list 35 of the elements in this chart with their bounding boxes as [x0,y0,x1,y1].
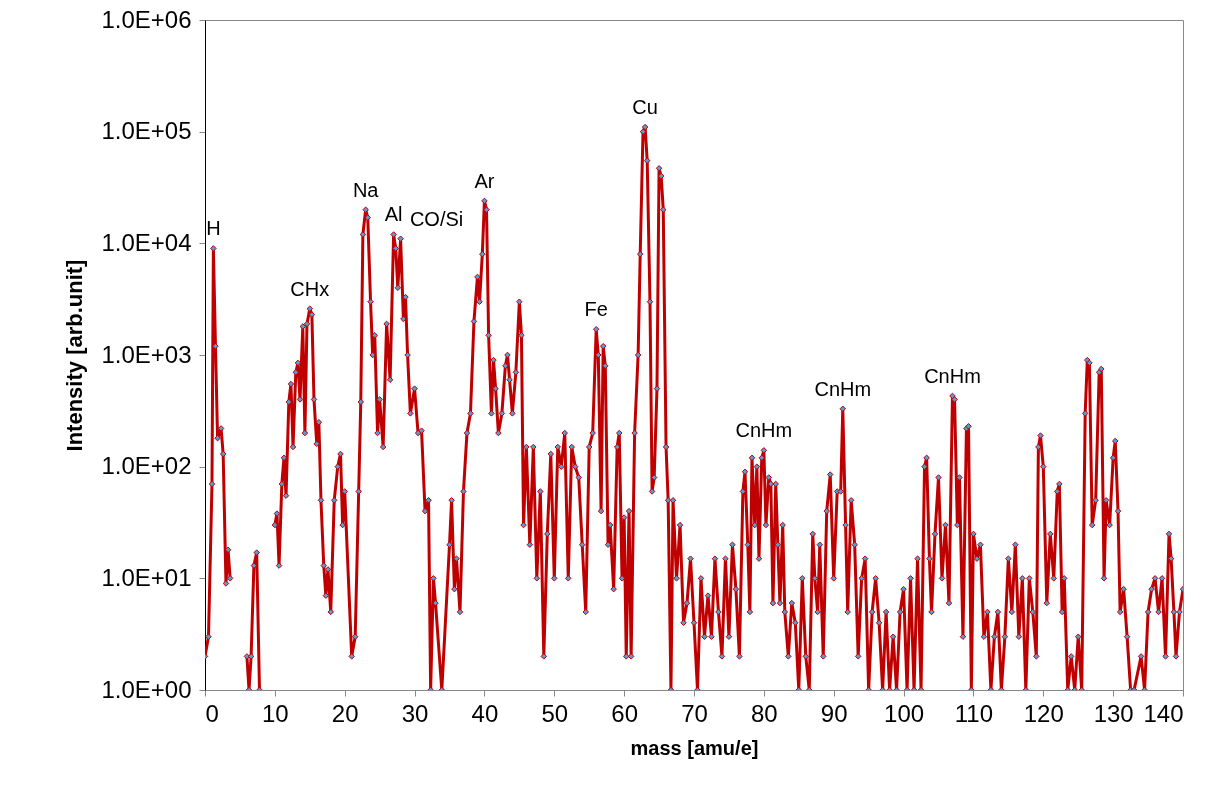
x-tick-label: 20 [331,699,359,727]
y-axis-title: Intensity [arb.unit] [62,259,88,452]
annotation: Fe [584,298,608,321]
annotation: CHx [290,277,330,300]
annotation: CO/Si [409,207,464,230]
x-tick-label: 60 [611,699,638,727]
x-tick-label: 130 [1093,699,1134,727]
y-tick-label: 1.0E+00 [101,675,192,703]
x-tick-label: 70 [681,699,708,727]
annotation: Ar [474,169,495,192]
y-tick-label: 1.0E+04 [101,228,192,256]
y-tick-label: 1.0E+05 [101,117,192,145]
x-tick-label: 80 [751,699,778,727]
x-tick-label: 120 [1023,699,1064,727]
x-axis-title: mass [amu/e] [630,736,759,759]
x-tick-label: 50 [541,699,569,727]
annotation: CnHm [735,419,793,442]
annotation: CnHm [814,377,872,400]
y-tick-label: 1.0E+01 [101,563,192,591]
x-tick-label: 30 [401,699,429,727]
y-tick-label: 1.0E+06 [101,5,192,33]
x-tick-label: 140 [1143,699,1184,727]
x-tick-label: 10 [262,699,289,727]
y-tick-label: 1.0E+02 [101,452,192,480]
x-tick-label: 40 [471,699,499,727]
x-tick-label: 110 [954,699,994,727]
x-tick-label: 90 [820,699,848,727]
annotation: CnHm [924,364,981,387]
y-tick-label: 1.0E+03 [101,340,192,368]
x-tick-label: 0 [205,699,219,727]
annotation: Cu [632,96,658,119]
annotation: H [206,217,221,240]
x-tick-label: 100 [884,699,925,727]
annotation: Al [384,203,403,226]
annotation: Na [352,178,380,201]
